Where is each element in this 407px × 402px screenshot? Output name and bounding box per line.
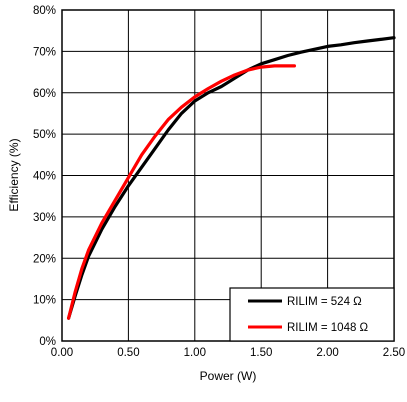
legend-label-series-1: RILIM = 524 Ω bbox=[287, 296, 362, 308]
x-tick-label: 0.50 bbox=[117, 347, 139, 359]
y-tick-label: 70% bbox=[33, 46, 56, 58]
y-tick-label: 80% bbox=[33, 5, 56, 17]
legend-label-series-2: RILIM = 1048 Ω bbox=[287, 322, 369, 334]
plot-frame bbox=[61, 9, 395, 342]
x-tick-labels: 0.00 0.50 1.00 1.50 2.00 2.50 bbox=[51, 347, 405, 359]
x-tick-label: 0.00 bbox=[51, 347, 73, 359]
x-axis-label: Power (W) bbox=[200, 369, 257, 383]
legend-box bbox=[229, 287, 395, 342]
legend: RILIM = 524 Ω RILIM = 1048 Ω bbox=[229, 287, 395, 342]
x-tick-label: 2.00 bbox=[316, 347, 338, 359]
series-layer bbox=[66, 36, 396, 320]
y-tick-label: 60% bbox=[33, 88, 56, 100]
series-line-1 bbox=[66, 36, 396, 320]
series-line-2 bbox=[66, 64, 296, 320]
y-tick-label: 50% bbox=[33, 129, 56, 141]
x-tick-label: 1.50 bbox=[250, 347, 272, 359]
y-tick-label: 0% bbox=[39, 336, 56, 348]
y-tick-labels: 0% 10% 20% 30% 40% 50% 60% 70% 80% bbox=[33, 5, 56, 348]
y-tick-label: 30% bbox=[33, 212, 56, 224]
y-axis-label: Efficiency (%) bbox=[7, 138, 21, 211]
x-tick-label: 1.00 bbox=[184, 347, 206, 359]
x-tick-label: 2.50 bbox=[383, 347, 405, 359]
y-tick-label: 10% bbox=[33, 295, 56, 307]
y-tick-label: 40% bbox=[33, 171, 56, 183]
y-tick-label: 20% bbox=[33, 253, 56, 265]
